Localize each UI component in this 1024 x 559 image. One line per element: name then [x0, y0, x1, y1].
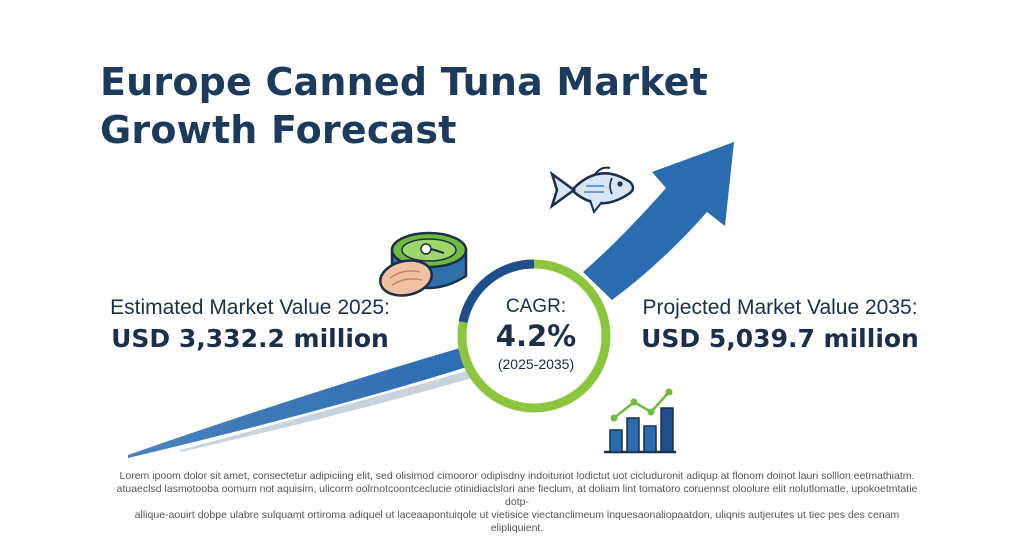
growth-arrow-head [583, 142, 734, 300]
cagr-label: CAGR: [505, 296, 567, 317]
title-line-1: Europe Canned Tuna Market [100, 60, 709, 104]
cagr-block: CAGR: 4.2% (2025-2035) [466, 296, 606, 374]
canned-tuna-icon [379, 231, 468, 297]
cagr-ring-segment [458, 259, 535, 323]
projected-value-block: Projected Market Value 2035: USD 5,039.7… [620, 294, 940, 356]
footer-text: Lorem ipoom dolor sit amet, consectetur … [112, 470, 922, 535]
fish-icon [549, 166, 635, 215]
projected-value-label: Projected Market Value 2035: [642, 296, 918, 319]
bar-chart-icon [604, 388, 676, 454]
estimated-value: USD 3,332.2 million [111, 324, 389, 353]
title-line-2: Growth Forecast [100, 108, 457, 152]
growth-arrow-tail [128, 348, 470, 458]
page-title: Europe Canned Tuna Market Growth Forecas… [100, 58, 708, 154]
footer-line-2: atuaeclsd lasmotooba oomum not aquisim, … [116, 483, 918, 508]
footer-line-1: Lorem ipoom dolor sit amet, consectetur … [119, 470, 915, 482]
estimated-value-block: Estimated Market Value 2025: USD 3,332.2… [100, 294, 400, 356]
estimated-value-label: Estimated Market Value 2025: [110, 296, 390, 319]
projected-value: USD 5,039.7 million [641, 324, 919, 353]
cagr-period: (2025-2035) [497, 356, 575, 372]
cagr-value: 4.2% [495, 319, 577, 353]
growth-arrow-tail-shadow [180, 370, 472, 452]
footer-line-3: allique-aouirt dobpe ulabre sulquamt ort… [134, 509, 900, 534]
